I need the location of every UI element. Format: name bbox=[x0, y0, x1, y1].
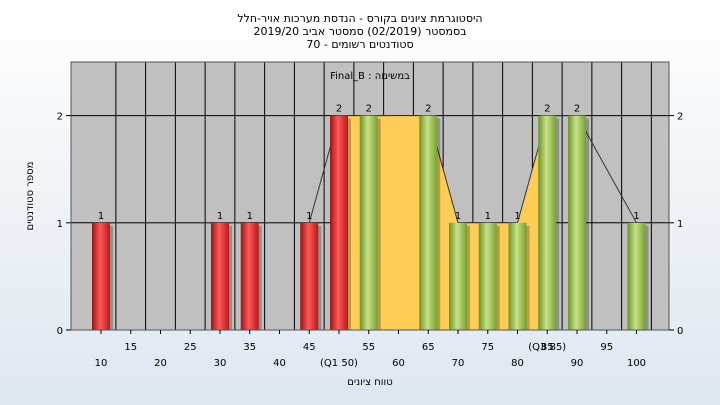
bar-value-label: 1 bbox=[247, 211, 253, 222]
x-tick-label-lower: 10 bbox=[95, 358, 108, 369]
chart-subtitle: Final_B : במשימה bbox=[330, 71, 410, 82]
x-tick-label-upper: 65 bbox=[422, 342, 435, 353]
plot-frame bbox=[70, 61, 670, 331]
x-tick-label-lower: 20 bbox=[154, 358, 167, 369]
bar bbox=[211, 222, 229, 330]
title-line-1: היסטוגרמת ציונים בקורס - הנדסת מערכות או… bbox=[237, 12, 482, 25]
x-tick-label-upper: 35 bbox=[243, 342, 256, 353]
x-tick-label-upper: 85 bbox=[541, 342, 554, 353]
data-labels: 1 1 1 1 2 2 2 1 1 1 2 2 1 bbox=[98, 104, 640, 222]
bar bbox=[240, 222, 259, 330]
x-tick-label-lower: 60 bbox=[392, 358, 405, 369]
x-tick-label-lower: 100 bbox=[627, 358, 646, 369]
x-tick-label-lower: 70 bbox=[452, 358, 465, 369]
x-axis: 15 25 35 45 55 65 75 85 95 10 20 30 40 60 70 80 90 100 (Q1… bbox=[95, 330, 646, 369]
bar-value-label: 1 bbox=[217, 211, 223, 222]
y-tick-label-right: 2 bbox=[677, 112, 683, 123]
x-tick-label-upper: 15 bbox=[124, 342, 137, 353]
x-tick-label-upper: 55 bbox=[362, 342, 375, 353]
bar-value-label: 1 bbox=[306, 211, 312, 222]
title-line-3: סטודנטים רשומים - 70 bbox=[306, 38, 413, 51]
bar-value-label: 2 bbox=[336, 104, 342, 115]
bar bbox=[449, 222, 467, 330]
bar-value-label: 2 bbox=[425, 104, 431, 115]
x-tick-label-lower: 80 bbox=[511, 358, 524, 369]
x-tick-label-lower: 40 bbox=[273, 358, 286, 369]
bar bbox=[627, 222, 646, 330]
x-tick-label-upper: 75 bbox=[481, 342, 494, 353]
bar-value-label: 1 bbox=[98, 211, 104, 222]
y-tick-label-right: 1 bbox=[677, 219, 683, 230]
bar bbox=[92, 222, 110, 330]
bar-value-label: 2 bbox=[544, 104, 550, 115]
bar bbox=[419, 115, 438, 330]
y-axis-right: 0 1 2 bbox=[669, 112, 683, 337]
bar-value-label: 1 bbox=[633, 211, 639, 222]
y-tick-label-left: 2 bbox=[57, 112, 63, 123]
title-line-2: בסמסטר (02/2019) סמסטר אביב 2019/20 bbox=[253, 25, 466, 38]
bar bbox=[508, 222, 527, 330]
x-tick-label-upper: 45 bbox=[303, 342, 316, 353]
bar-value-label: 1 bbox=[485, 211, 491, 222]
y-tick-label-right: 0 bbox=[677, 326, 683, 337]
y-axis-left: 0 1 2 bbox=[57, 112, 71, 337]
bar bbox=[300, 222, 319, 330]
x-tick-quartile-label: (Q1 50) bbox=[320, 358, 358, 369]
bar bbox=[538, 115, 557, 330]
x-tick-quartile-label: (Q3 85) bbox=[528, 342, 566, 353]
x-axis-title: טווח ציונים bbox=[347, 377, 392, 388]
bar bbox=[478, 222, 497, 330]
bar-value-label: 2 bbox=[574, 104, 580, 115]
bars bbox=[92, 115, 649, 330]
x-tick-label-lower: 30 bbox=[214, 358, 227, 369]
bar bbox=[568, 115, 586, 330]
bar-value-label: 1 bbox=[514, 211, 520, 222]
y-tick-label-left: 0 bbox=[57, 326, 63, 337]
x-tick-label-lower: 90 bbox=[571, 358, 584, 369]
bar-value-label: 2 bbox=[366, 104, 372, 115]
x-tick-label-upper: 25 bbox=[184, 342, 197, 353]
y-tick-label-left: 1 bbox=[57, 219, 63, 230]
y-axis-title: מספר סטודנטים bbox=[25, 162, 36, 231]
x-tick-label-upper: 95 bbox=[600, 342, 613, 353]
bar bbox=[359, 115, 378, 330]
bar-value-label: 1 bbox=[455, 211, 461, 222]
bar bbox=[330, 115, 348, 330]
chart-title: היסטוגרמת ציונים בקורס - הנדסת מערכות או… bbox=[237, 12, 482, 51]
